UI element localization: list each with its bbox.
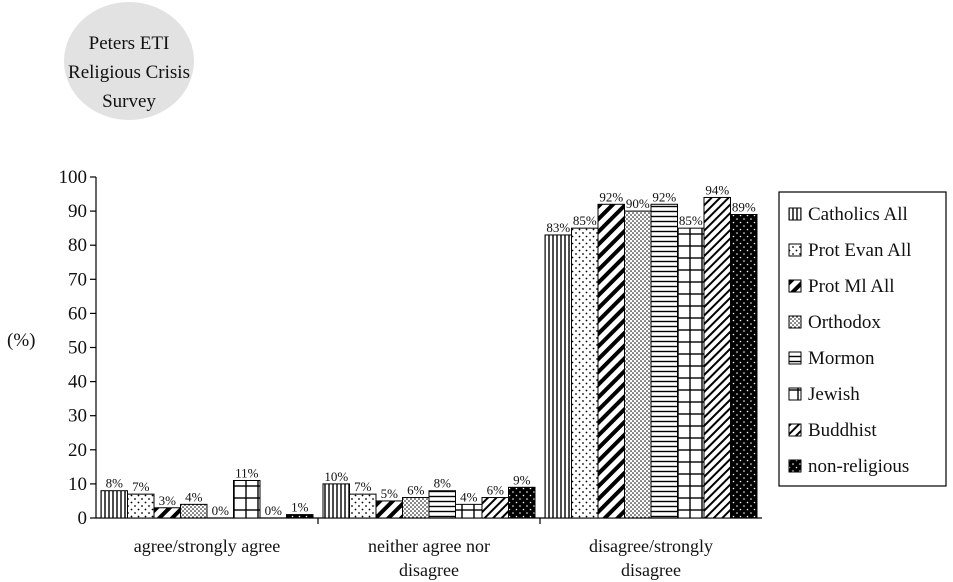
y-axis-label: (%) bbox=[7, 330, 35, 351]
bar-catholics-all bbox=[544, 234, 572, 519]
bar-value-label: 9% bbox=[513, 472, 531, 487]
bar-value-label: 4% bbox=[460, 489, 478, 504]
legend-swatch bbox=[788, 351, 802, 365]
bar-prot-ml-all bbox=[597, 203, 625, 519]
legend-label: Buddhist bbox=[808, 420, 877, 441]
y-tick-label: 50 bbox=[68, 338, 87, 359]
bar-prot-evan-all bbox=[571, 227, 599, 519]
legend-label: non-religious bbox=[808, 456, 909, 477]
legend-label: Catholics All bbox=[808, 204, 908, 225]
bar-non-religious bbox=[508, 486, 536, 519]
category-label: neither agree nor bbox=[368, 536, 490, 556]
y-tick-label: 0 bbox=[78, 508, 88, 529]
y-tick-label: 30 bbox=[68, 406, 87, 427]
bar-value-label: 11% bbox=[235, 465, 259, 480]
legend-label: Prot Ml All bbox=[808, 276, 895, 297]
value-labels: 8% 7%3% 4%0%11%0% 1%10%7% 5% 6% 8%4% 6%9%83% 85%… bbox=[106, 182, 756, 518]
bar-prot-evan-all bbox=[127, 493, 155, 519]
y-tick-label: 70 bbox=[68, 269, 87, 290]
legend-box bbox=[778, 191, 947, 487]
y-tick-label: 20 bbox=[68, 440, 87, 461]
bar-value-label: 6% bbox=[487, 483, 505, 498]
bar-catholics-all bbox=[100, 490, 128, 519]
bar-value-label: 90% bbox=[626, 196, 650, 211]
survey-badge: Peters ETI Religious Crisis Survey bbox=[64, 2, 194, 120]
bar-mormon bbox=[428, 490, 456, 519]
bar-value-label: 0% bbox=[212, 503, 230, 518]
category-label: agree/strongly agree bbox=[134, 536, 280, 556]
bar-value-label: 92% bbox=[652, 189, 676, 204]
legend: Catholics All Prot Evan All Prot Ml All Ort… bbox=[778, 191, 947, 487]
category-label: disagree bbox=[399, 560, 459, 580]
legend-swatch bbox=[788, 243, 802, 257]
bar-value-label: 1% bbox=[291, 500, 309, 515]
bar-value-label: 3% bbox=[159, 493, 177, 508]
y-tick-label: 60 bbox=[68, 303, 87, 324]
y-tick-label: 100 bbox=[59, 167, 88, 188]
bar-prot-ml-all bbox=[153, 507, 181, 519]
legend-swatch bbox=[788, 207, 802, 221]
survey-badge-line-1: Peters ETI bbox=[89, 33, 170, 54]
bar-value-label: 4% bbox=[185, 489, 203, 504]
bar-value-label: 94% bbox=[705, 182, 729, 197]
bar-value-label: 92% bbox=[599, 189, 623, 204]
bar-value-label: 6% bbox=[407, 483, 425, 498]
legend-swatch bbox=[788, 279, 802, 293]
bar-value-label: 83% bbox=[546, 220, 570, 235]
bar-mormon bbox=[650, 203, 678, 519]
bar-value-label: 8% bbox=[434, 476, 452, 491]
legend-swatch bbox=[788, 315, 802, 329]
bar-prot-ml-all bbox=[375, 500, 403, 519]
category-label: disagree bbox=[621, 560, 681, 580]
bar-buddhist bbox=[703, 196, 731, 519]
bar-value-label: 7% bbox=[354, 479, 372, 494]
y-tick-label: 90 bbox=[68, 201, 87, 222]
legend-swatch bbox=[788, 459, 802, 473]
bar-orthodox bbox=[402, 497, 430, 519]
bar-non-religious bbox=[286, 514, 314, 519]
bar-jewish bbox=[677, 227, 705, 519]
bar-orthodox bbox=[624, 210, 652, 519]
bar-value-label: 10% bbox=[324, 469, 348, 484]
legend-label: Orthodox bbox=[808, 312, 881, 333]
bar-prot-evan-all bbox=[349, 493, 377, 519]
legend-label: Mormon bbox=[808, 348, 875, 369]
legend-swatch bbox=[788, 387, 802, 401]
category-label: disagree/strongly bbox=[589, 536, 713, 556]
legend-label: Jewish bbox=[808, 384, 860, 405]
bar-value-label: 5% bbox=[381, 486, 399, 501]
bars bbox=[100, 196, 758, 519]
bar-jewish bbox=[455, 503, 483, 519]
survey-badge-line-2: Religious Crisis bbox=[68, 62, 190, 83]
legend-label: Prot Evan All bbox=[808, 240, 911, 261]
survey-badge-ellipse bbox=[64, 2, 194, 120]
bar-catholics-all bbox=[322, 483, 350, 519]
bar-value-label: 8% bbox=[106, 476, 124, 491]
bar-value-label: 85% bbox=[573, 213, 597, 228]
bar-value-label: 85% bbox=[679, 213, 703, 228]
bar-orthodox bbox=[180, 503, 208, 519]
bar-value-label: 89% bbox=[732, 200, 756, 215]
legend-swatch bbox=[788, 423, 802, 437]
category-labels: agree/strongly agree neither agree nor dis… bbox=[134, 536, 713, 580]
y-tick-label: 80 bbox=[68, 235, 87, 256]
y-tick-label: 40 bbox=[68, 372, 87, 393]
bar-buddhist bbox=[481, 497, 509, 519]
bar-value-label: 0% bbox=[265, 503, 283, 518]
bar-non-religious bbox=[730, 214, 758, 519]
axes: 0 10 20 30 40 50 60 70 80 90 100 bbox=[59, 167, 762, 529]
survey-badge-line-3: Survey bbox=[102, 91, 156, 112]
bar-value-label: 7% bbox=[132, 479, 150, 494]
y-tick-label: 10 bbox=[68, 474, 87, 495]
bar-jewish bbox=[233, 479, 261, 519]
